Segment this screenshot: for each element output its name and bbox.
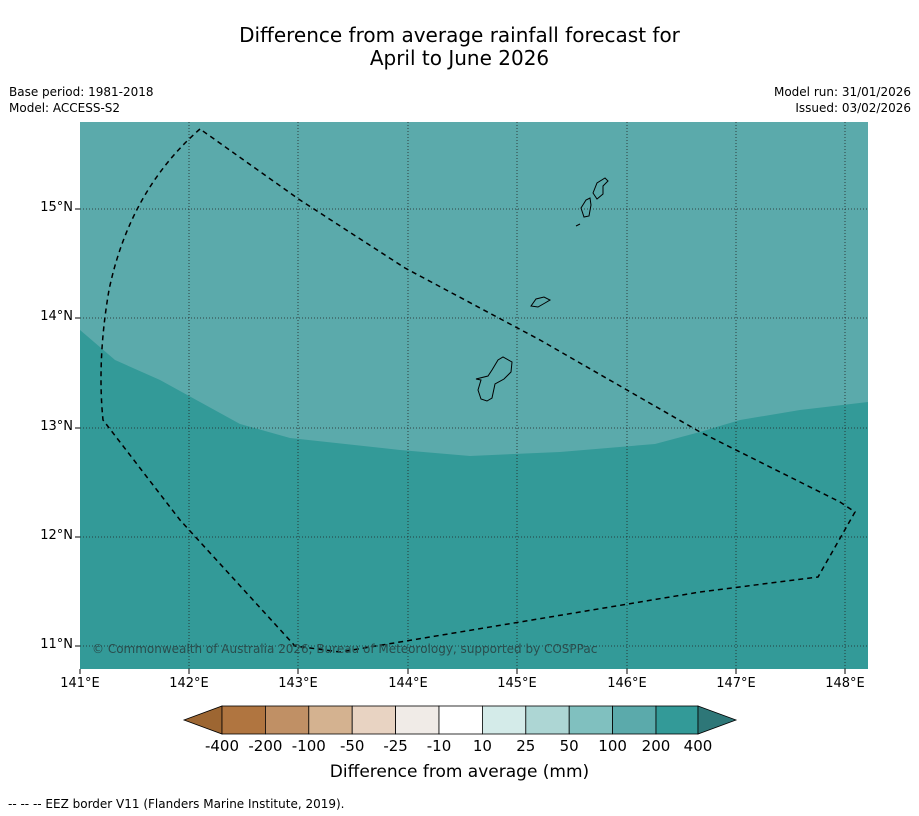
eez-legend: -- -- -- EEZ border V11 (Flanders Marine… [8,797,345,811]
colorbar-bin-1 [221,705,266,735]
colorbar-tick: -100 [291,737,326,755]
island-rota [530,296,552,308]
lat-label-14n: 14°N [40,309,73,324]
lon-label-144e: 144°E [388,676,428,691]
colorbar-tick: 50 [559,737,579,755]
lat-label-12n: 12°N [40,528,73,543]
lon-label-147e: 147°E [716,676,756,691]
model-name: Model: ACCESS-S2 [9,101,121,115]
colorbar-tick: 400 [683,737,713,755]
colorbar-bin-7 [481,705,527,735]
lon-label-148e: 148°E [825,676,865,691]
colorbar-bin-5 [395,705,440,735]
colorbar-bin-11 [655,705,699,735]
graticule [80,122,868,669]
colorbar-bin-9 [568,705,614,735]
chart-title-line2: April to June 2026 [369,46,550,70]
copyright-text: © Commonwealth of Australia 2026, Bureau… [92,642,597,656]
eez-border [100,128,856,653]
colorbar-bin-2 [264,705,310,735]
lon-label-143e: 143°E [278,676,318,691]
colorbar-bin-10 [612,705,657,735]
colorbar-tick: 200 [641,737,671,755]
lon-label-145e: 145°E [497,676,537,691]
wet-region-200-400 [80,330,868,669]
colorbar-bin-3 [308,705,353,735]
colorbar-tick: 100 [598,737,627,755]
island-saipan [592,177,609,200]
colorbar-bin-4 [351,705,397,735]
base-period: Base period: 1981-2018 [9,85,154,99]
island-guam [475,356,513,402]
colorbar-extend-low [182,705,223,735]
lon-label-141e: 141°E [60,676,100,691]
lat-label-15n: 15°N [40,200,73,215]
axis-ticks [75,208,846,674]
colorbar-tick: 25 [516,737,536,755]
model-run: Model run: 31/01/2026 [773,85,911,99]
lon-label-142e: 142°E [169,676,209,691]
colorbar-extend-high [697,705,738,735]
island-aguijan [575,223,581,227]
colorbar-bin-6 [438,705,483,735]
lat-label-11n: 11°N [40,637,73,652]
island-tinian [580,197,592,218]
island-outlines [475,177,609,402]
chart-title-line1: Difference from average rainfall forecas… [239,23,680,47]
lon-label-146e: 146°E [607,676,647,691]
colorbar-tick: -200 [248,737,283,755]
lat-label-13n: 13°N [40,419,73,434]
colorbar-bin-8 [525,705,570,735]
issued-date: Issued: 03/02/2026 [795,101,911,115]
colorbar-title: Difference from average (mm) [329,762,590,782]
colorbar [182,705,738,735]
colorbar-tick: 10 [472,737,492,755]
colorbar-tick: -25 [383,737,408,755]
colorbar-tick: -400 [204,737,240,755]
colorbar-tick: -50 [339,737,365,755]
colorbar-tick: -10 [426,737,452,755]
